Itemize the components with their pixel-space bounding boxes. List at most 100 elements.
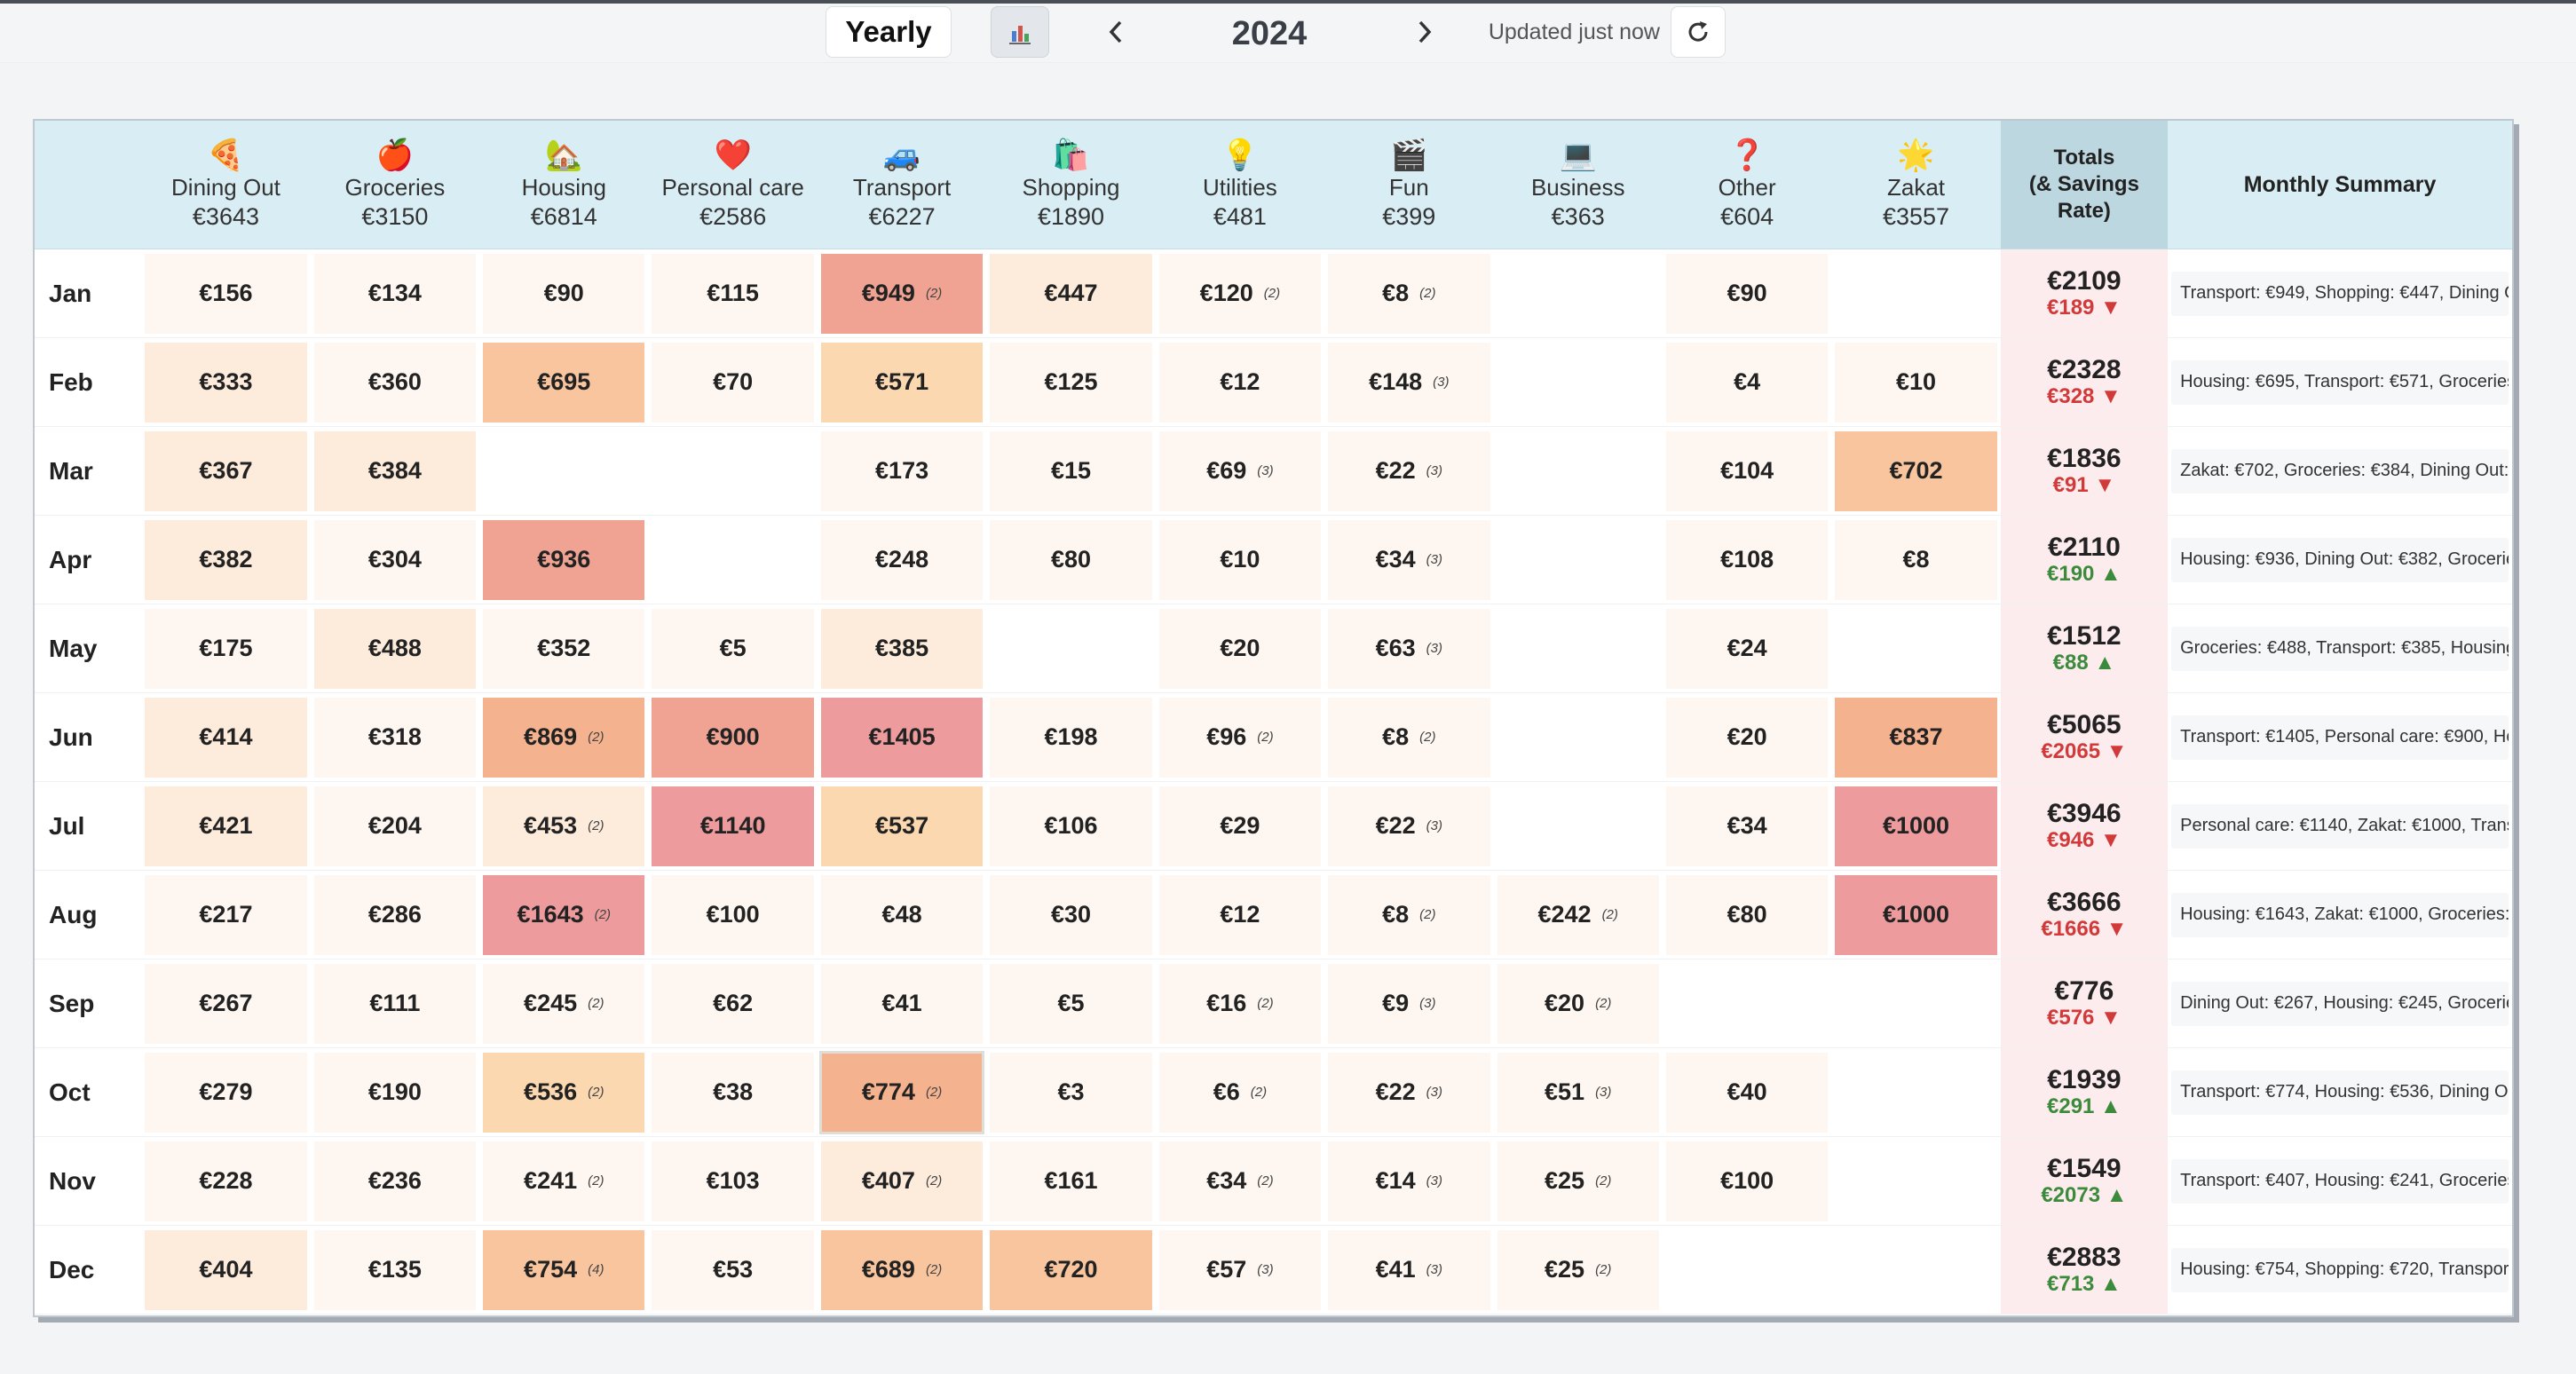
expense-cell[interactable]: €175: [141, 604, 311, 693]
previous-year-button[interactable]: [1097, 12, 1136, 51]
expense-cell[interactable]: [1493, 693, 1663, 782]
expense-cell[interactable]: €352: [479, 604, 649, 693]
expense-cell[interactable]: €90: [479, 249, 649, 338]
expense-cell[interactable]: €217: [141, 871, 311, 959]
expense-cell[interactable]: €34 (2): [1155, 1137, 1325, 1226]
expense-cell[interactable]: €96 (2): [1155, 693, 1325, 782]
expense-cell[interactable]: €407 (2): [817, 1137, 987, 1226]
expense-cell[interactable]: €10: [1155, 516, 1325, 604]
expense-cell[interactable]: €10: [1831, 338, 2001, 427]
expense-cell[interactable]: €25 (2): [1493, 1226, 1663, 1315]
expense-cell[interactable]: €382: [141, 516, 311, 604]
expense-cell[interactable]: €80: [1662, 871, 1832, 959]
next-year-button[interactable]: [1404, 12, 1443, 51]
expense-cell[interactable]: €204: [310, 782, 480, 871]
expense-cell[interactable]: €57 (3): [1155, 1226, 1325, 1315]
expense-cell[interactable]: €6 (2): [1155, 1048, 1325, 1137]
category-header-groceries[interactable]: 🍎 Groceries €3150: [310, 121, 480, 249]
expense-cell[interactable]: €248: [817, 516, 987, 604]
expense-cell[interactable]: €148 (3): [1324, 338, 1494, 427]
expense-cell[interactable]: €34: [1662, 782, 1832, 871]
expense-cell[interactable]: [1493, 516, 1663, 604]
expense-cell[interactable]: €241 (2): [479, 1137, 649, 1226]
expense-cell[interactable]: [648, 516, 818, 604]
expense-cell[interactable]: €14 (3): [1324, 1137, 1494, 1226]
expense-cell[interactable]: €29: [1155, 782, 1325, 871]
expense-cell[interactable]: €1140: [648, 782, 818, 871]
expense-cell[interactable]: €384: [310, 427, 480, 516]
expense-cell[interactable]: €5: [648, 604, 818, 693]
expense-cell[interactable]: €48: [817, 871, 987, 959]
category-header-utilities[interactable]: 💡 Utilities €481: [1155, 121, 1325, 249]
expense-cell[interactable]: €41 (3): [1324, 1226, 1494, 1315]
expense-cell[interactable]: €421: [141, 782, 311, 871]
expense-cell[interactable]: €20 (2): [1493, 959, 1663, 1048]
expense-cell[interactable]: €447: [986, 249, 1156, 338]
expense-cell[interactable]: €125: [986, 338, 1156, 427]
expense-cell[interactable]: €279: [141, 1048, 311, 1137]
expense-cell[interactable]: €69 (3): [1155, 427, 1325, 516]
expense-cell[interactable]: €25 (2): [1493, 1137, 1663, 1226]
expense-cell[interactable]: €936: [479, 516, 649, 604]
expense-cell[interactable]: €900: [648, 693, 818, 782]
expense-cell[interactable]: €12: [1155, 871, 1325, 959]
expense-cell[interactable]: €51 (3): [1493, 1048, 1663, 1137]
expense-cell[interactable]: €414: [141, 693, 311, 782]
expense-cell[interactable]: €242 (2): [1493, 871, 1663, 959]
expense-cell[interactable]: €404: [141, 1226, 311, 1315]
expense-cell[interactable]: €12: [1155, 338, 1325, 427]
expense-cell[interactable]: €245 (2): [479, 959, 649, 1048]
expense-cell[interactable]: €837: [1831, 693, 2001, 782]
expense-cell[interactable]: [1831, 604, 2001, 693]
expense-cell[interactable]: €754 (4): [479, 1226, 649, 1315]
expense-cell[interactable]: €949 (2): [817, 249, 987, 338]
expense-cell[interactable]: €34 (3): [1324, 516, 1494, 604]
expense-cell[interactable]: [1493, 249, 1663, 338]
expense-cell[interactable]: €22 (3): [1324, 427, 1494, 516]
expense-cell[interactable]: €103: [648, 1137, 818, 1226]
expense-cell[interactable]: €115: [648, 249, 818, 338]
expense-cell[interactable]: €304: [310, 516, 480, 604]
expense-cell[interactable]: [986, 604, 1156, 693]
expense-cell[interactable]: €120 (2): [1155, 249, 1325, 338]
category-header-zakat[interactable]: 🌟 Zakat €3557: [1831, 121, 2001, 249]
expense-cell[interactable]: [1831, 1137, 2001, 1226]
expense-cell[interactable]: €488: [310, 604, 480, 693]
expense-cell[interactable]: [1662, 959, 1832, 1048]
expense-cell[interactable]: €3: [986, 1048, 1156, 1137]
expense-cell[interactable]: €108: [1662, 516, 1832, 604]
category-header-personal-care[interactable]: ❤️ Personal care €2586: [648, 121, 818, 249]
expense-cell[interactable]: €1643 (2): [479, 871, 649, 959]
expense-cell[interactable]: €8: [1831, 516, 2001, 604]
expense-cell[interactable]: €869 (2): [479, 693, 649, 782]
expense-cell[interactable]: [479, 427, 649, 516]
expense-cell[interactable]: €53: [648, 1226, 818, 1315]
expense-cell[interactable]: €70: [648, 338, 818, 427]
expense-cell[interactable]: €30: [986, 871, 1156, 959]
expense-cell[interactable]: €173: [817, 427, 987, 516]
expense-cell[interactable]: €80: [986, 516, 1156, 604]
expense-cell[interactable]: €135: [310, 1226, 480, 1315]
expense-cell[interactable]: €134: [310, 249, 480, 338]
expense-cell[interactable]: €720: [986, 1226, 1156, 1315]
expense-cell[interactable]: €267: [141, 959, 311, 1048]
expense-cell[interactable]: €537: [817, 782, 987, 871]
expense-cell[interactable]: €360: [310, 338, 480, 427]
expense-cell[interactable]: €100: [1662, 1137, 1832, 1226]
expense-cell[interactable]: €190: [310, 1048, 480, 1137]
expense-cell[interactable]: €571: [817, 338, 987, 427]
expense-cell[interactable]: €41: [817, 959, 987, 1048]
yearly-view-button[interactable]: Yearly: [826, 6, 952, 58]
expense-cell[interactable]: €16 (2): [1155, 959, 1325, 1048]
expense-cell[interactable]: €63 (3): [1324, 604, 1494, 693]
expense-cell[interactable]: [648, 427, 818, 516]
expense-cell[interactable]: €4: [1662, 338, 1832, 427]
category-header-shopping[interactable]: 🛍️ Shopping €1890: [986, 121, 1156, 249]
expense-cell[interactable]: €236: [310, 1137, 480, 1226]
expense-cell[interactable]: [1831, 1048, 2001, 1137]
expense-cell[interactable]: €286: [310, 871, 480, 959]
expense-cell[interactable]: [1831, 1226, 2001, 1315]
expense-cell[interactable]: €228: [141, 1137, 311, 1226]
expense-cell[interactable]: €689 (2): [817, 1226, 987, 1315]
expense-cell[interactable]: €318: [310, 693, 480, 782]
